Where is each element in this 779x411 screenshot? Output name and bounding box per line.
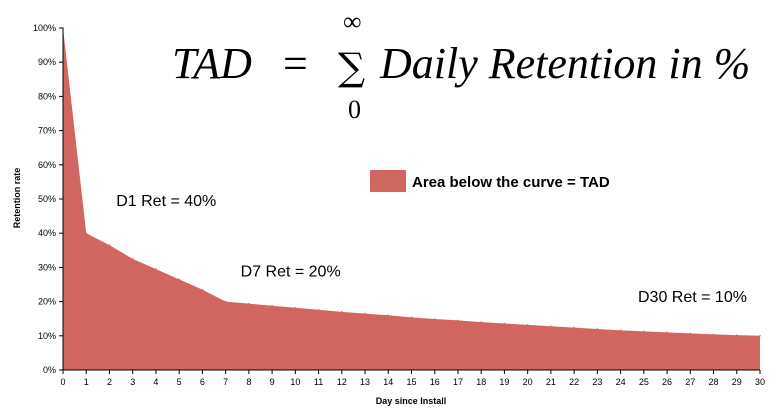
data-point — [643, 330, 645, 333]
data-point — [294, 306, 297, 309]
data-point — [410, 316, 413, 319]
tad-formula: TAD = ∞ ∑ 0 Daily Retention in % — [172, 7, 750, 124]
x-tick-label: 28 — [709, 377, 719, 387]
x-tick-label: 14 — [383, 377, 393, 387]
x-tick-label: 10 — [290, 377, 300, 387]
y-tick-label: 40% — [38, 228, 56, 238]
x-tick-label: 29 — [732, 377, 742, 387]
data-annotation: D30 Ret = 10% — [638, 289, 747, 306]
data-point — [596, 328, 599, 330]
data-annotation: D7 Ret = 20% — [241, 264, 341, 281]
y-tick-label: 10% — [38, 331, 56, 341]
x-tick-label: 6 — [200, 377, 205, 387]
data-point — [364, 312, 366, 315]
data-point — [457, 319, 459, 322]
x-tick-label: 17 — [453, 377, 463, 387]
axes: 0%10%20%30%40%50%60%70%80%90%100%0 1 2 3 4 5 6… — [33, 23, 765, 387]
x-tick-label: 23 — [592, 377, 602, 387]
x-tick-label: 2 — [107, 377, 112, 387]
y-tick-label: 80% — [38, 91, 56, 101]
x-tick-label: 21 — [546, 377, 556, 387]
x-tick-label: 4 — [153, 377, 158, 387]
data-point — [108, 244, 111, 246]
data-point — [271, 304, 273, 307]
data-annotation: D1 Ret = 40% — [116, 193, 216, 210]
data-point — [224, 300, 227, 303]
annotations: D1 Ret = 40% D7 Ret = 20% D30 Ret = 10% — [116, 193, 747, 306]
data-point — [735, 334, 738, 336]
formula-upper-limit: ∞ — [343, 7, 362, 36]
x-tick-label: 11 — [314, 377, 323, 387]
data-point — [178, 278, 180, 281]
data-point — [317, 309, 320, 311]
x-tick-label: 30 — [755, 377, 765, 387]
y-tick-label: 0% — [43, 365, 56, 375]
x-tick-label: 25 — [639, 377, 649, 387]
data-point — [85, 232, 88, 234]
y-tick-label: 90% — [38, 57, 56, 67]
x-tick-label: 1 — [84, 377, 89, 387]
data-point — [666, 331, 668, 334]
x-tick-label: 12 — [337, 377, 347, 387]
x-tick-label: 8 — [246, 377, 251, 387]
data-point — [248, 302, 250, 305]
x-tick-label: 7 — [223, 377, 228, 387]
x-axis-title: Day since Install — [376, 396, 447, 406]
data-point — [550, 325, 552, 328]
legend-swatch — [370, 170, 406, 192]
formula-lhs: TAD — [172, 39, 252, 88]
x-tick-label: 26 — [662, 377, 672, 387]
data-point — [712, 333, 715, 336]
y-axis-title: Retention rate — [12, 168, 22, 229]
x-tick-label: 5 — [177, 377, 182, 387]
x-tick-label: 22 — [569, 377, 579, 387]
y-tick-label: 100% — [33, 23, 56, 33]
y-tick-label: 50% — [38, 194, 56, 204]
data-point — [155, 268, 157, 270]
y-tick-label: 60% — [38, 160, 56, 170]
data-point — [619, 329, 622, 332]
y-tick-label: 70% — [38, 126, 56, 136]
retention-area — [63, 28, 760, 370]
data-point — [526, 324, 529, 326]
x-tick-label: 13 — [360, 377, 370, 387]
y-tick-label: 20% — [38, 297, 56, 307]
data-point — [759, 335, 761, 337]
legend: Area below the curve = TAD — [370, 170, 610, 192]
plot-area — [62, 27, 761, 370]
x-tick-label: 20 — [523, 377, 533, 387]
data-point — [387, 314, 390, 317]
data-point — [573, 326, 575, 329]
x-tick-label: 27 — [685, 377, 695, 387]
x-tick-label: 3 — [130, 377, 135, 387]
x-tick-label: 9 — [270, 377, 275, 387]
x-tick-label: 0 — [60, 377, 65, 387]
legend-label: Area below the curve = TAD — [412, 174, 610, 191]
formula-lower-limit: 0 — [348, 95, 361, 124]
x-tick-label: 24 — [616, 377, 626, 387]
data-point — [201, 288, 204, 291]
data-point — [689, 332, 692, 335]
sigma-icon: ∑ — [338, 45, 365, 89]
x-tick-label: 18 — [476, 377, 486, 387]
data-point — [503, 322, 506, 325]
formula-rhs: Daily Retention in % — [379, 39, 750, 88]
data-point — [433, 318, 436, 320]
data-point — [131, 258, 134, 260]
data-point — [341, 311, 343, 313]
x-tick-label: 16 — [430, 377, 440, 387]
y-tick-label: 30% — [38, 262, 56, 272]
x-tick-label: 19 — [499, 377, 509, 387]
x-tick-label: 15 — [406, 377, 416, 387]
data-point — [480, 321, 483, 323]
formula-equals: = — [283, 39, 308, 88]
